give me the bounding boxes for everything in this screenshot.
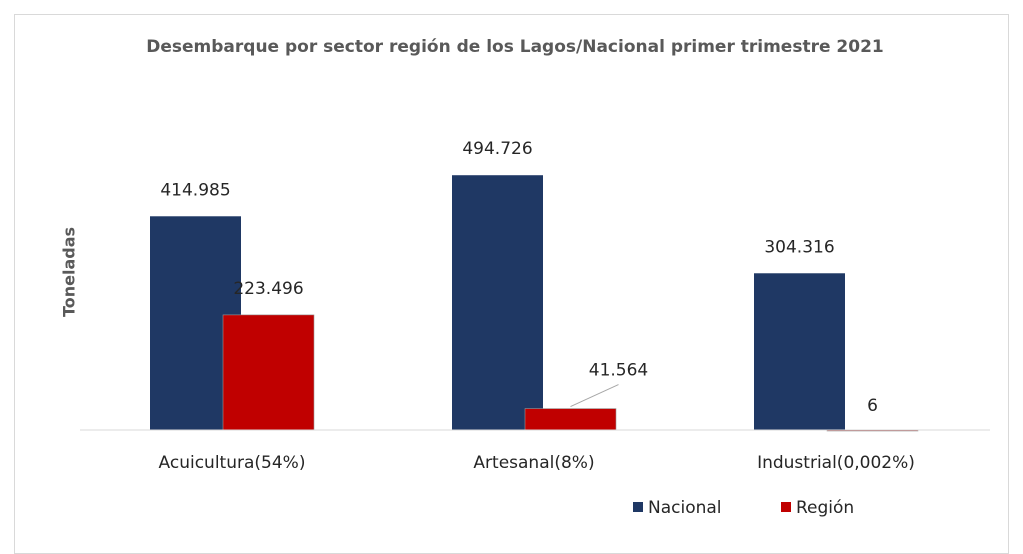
chart: Toneladas Acuicultura(54%) 414.985 223.496… [60,139,990,518]
data-label: 414.985 [160,180,230,200]
data-label: 223.496 [233,279,303,299]
chart-container: Desembarque por sector región de los Lag… [14,14,1009,554]
leader-line [570,384,619,408]
bar [222,314,315,431]
bar [452,175,543,430]
legend-swatch [781,502,791,512]
legend-swatch [633,502,643,512]
data-label: 6 [867,396,878,416]
legend-label: Región [796,498,854,518]
bar [754,273,845,430]
legend-label: Nacional [648,498,722,518]
data-label: 494.726 [462,139,532,159]
x-tick-label: Industrial(0,002%) [757,453,915,473]
x-tick-label: Artesanal(8%) [473,453,594,473]
data-label: 304.316 [764,237,834,257]
x-tick-label: Acuicultura(54%) [159,453,306,473]
chart-title: Desembarque por sector región de los Lag… [146,37,884,57]
data-label: 41.564 [589,361,648,381]
bar [524,408,617,431]
y-axis-title: Toneladas [60,227,79,317]
